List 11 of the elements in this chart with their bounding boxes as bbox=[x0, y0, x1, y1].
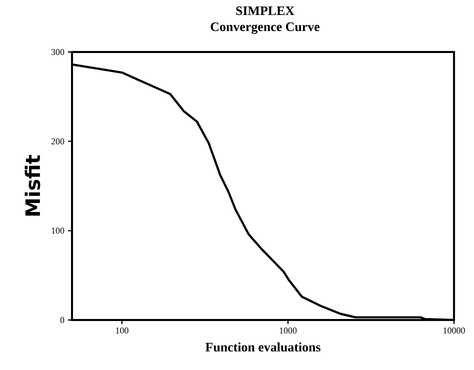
chart-subtitle: Convergence Curve bbox=[210, 22, 320, 34]
y-tick-label: 200 bbox=[51, 138, 64, 144]
chart-title: SIMPLEX bbox=[236, 6, 294, 16]
x-tick-label: 100 bbox=[116, 328, 128, 334]
x-tick-label: 10000 bbox=[444, 328, 465, 334]
x-axis-title: Function evaluations bbox=[205, 342, 320, 352]
y-axis-title: Misfit bbox=[24, 155, 40, 216]
y-tick-label: 0 bbox=[60, 316, 64, 324]
y-tick-label: 100 bbox=[52, 228, 64, 234]
x-tick-label: 1000 bbox=[280, 328, 297, 334]
y-tick-label: 300 bbox=[51, 48, 64, 56]
